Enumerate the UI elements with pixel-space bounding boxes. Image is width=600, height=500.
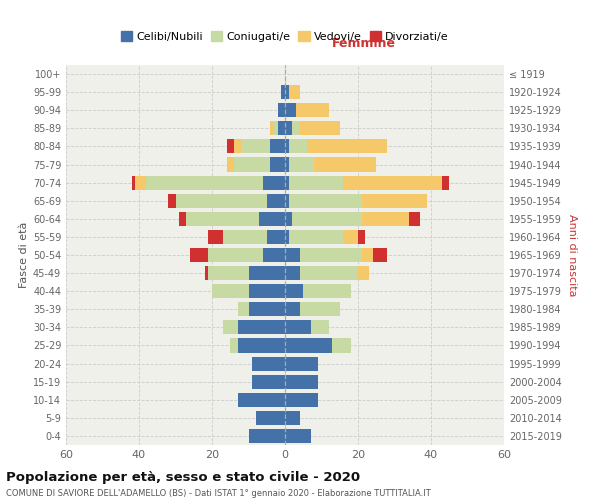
Bar [285, 284, 303, 298]
Bar [314, 158, 376, 172]
Bar [248, 429, 285, 443]
Bar [289, 158, 314, 172]
Bar [187, 212, 259, 226]
Bar [168, 194, 176, 208]
Y-axis label: Fasce di età: Fasce di età [19, 222, 29, 288]
Bar [285, 230, 289, 244]
Bar [267, 230, 285, 244]
Bar [409, 212, 420, 226]
Bar [267, 194, 285, 208]
Bar [212, 284, 248, 298]
Bar [285, 140, 289, 153]
Bar [332, 338, 350, 352]
Bar [343, 176, 442, 190]
Bar [358, 266, 369, 280]
Bar [362, 194, 427, 208]
Bar [234, 140, 241, 153]
Bar [299, 248, 362, 262]
Bar [179, 212, 187, 226]
Text: Femmine: Femmine [332, 37, 396, 50]
Bar [292, 212, 362, 226]
Bar [299, 122, 340, 136]
Bar [238, 338, 285, 352]
Bar [442, 176, 449, 190]
Bar [281, 85, 285, 99]
Bar [285, 356, 318, 370]
Bar [132, 176, 136, 190]
Bar [263, 248, 285, 262]
Legend: Celibi/Nubili, Coniugati/e, Vedovi/e, Divorziati/e: Celibi/Nubili, Coniugati/e, Vedovi/e, Di… [117, 27, 453, 46]
Bar [227, 140, 234, 153]
Bar [285, 429, 311, 443]
Text: COMUNE DI SAVIORE DELL'ADAMELLO (BS) - Dati ISTAT 1° gennaio 2020 - Elaborazione: COMUNE DI SAVIORE DELL'ADAMELLO (BS) - D… [6, 489, 431, 498]
Bar [285, 320, 311, 334]
Bar [234, 158, 271, 172]
Bar [230, 338, 238, 352]
Bar [299, 302, 340, 316]
Text: Popolazione per età, sesso e stato civile - 2020: Popolazione per età, sesso e stato civil… [6, 472, 360, 484]
Bar [271, 122, 274, 136]
Bar [292, 122, 299, 136]
Bar [274, 122, 278, 136]
Bar [223, 230, 267, 244]
Bar [241, 140, 271, 153]
Bar [248, 266, 285, 280]
Bar [285, 374, 318, 388]
Bar [248, 302, 285, 316]
Bar [271, 140, 285, 153]
Bar [285, 248, 299, 262]
Bar [146, 176, 263, 190]
Bar [190, 248, 208, 262]
Y-axis label: Anni di nascita: Anni di nascita [567, 214, 577, 296]
Bar [278, 103, 285, 118]
Bar [263, 176, 285, 190]
Bar [238, 392, 285, 407]
Bar [311, 320, 329, 334]
Bar [285, 392, 318, 407]
Bar [285, 302, 299, 316]
Bar [373, 248, 387, 262]
Bar [285, 122, 292, 136]
Bar [289, 176, 343, 190]
Bar [238, 320, 285, 334]
Bar [285, 158, 289, 172]
Bar [285, 212, 292, 226]
Bar [307, 140, 387, 153]
Bar [285, 176, 289, 190]
Bar [208, 230, 223, 244]
Bar [358, 230, 365, 244]
Bar [285, 103, 296, 118]
Bar [208, 266, 248, 280]
Bar [256, 411, 285, 425]
Bar [289, 85, 299, 99]
Bar [296, 103, 329, 118]
Bar [362, 248, 373, 262]
Bar [252, 356, 285, 370]
Bar [285, 338, 332, 352]
Bar [362, 212, 409, 226]
Bar [285, 85, 289, 99]
Bar [303, 284, 350, 298]
Bar [136, 176, 146, 190]
Bar [176, 194, 267, 208]
Bar [289, 194, 362, 208]
Bar [227, 158, 234, 172]
Bar [343, 230, 358, 244]
Bar [278, 122, 285, 136]
Bar [205, 266, 208, 280]
Bar [208, 248, 263, 262]
Bar [238, 302, 248, 316]
Bar [289, 140, 307, 153]
Bar [285, 194, 289, 208]
Bar [223, 320, 238, 334]
Bar [285, 411, 299, 425]
Bar [252, 374, 285, 388]
Bar [289, 230, 343, 244]
Bar [248, 284, 285, 298]
Bar [259, 212, 285, 226]
Bar [285, 266, 299, 280]
Bar [271, 158, 285, 172]
Bar [299, 266, 358, 280]
